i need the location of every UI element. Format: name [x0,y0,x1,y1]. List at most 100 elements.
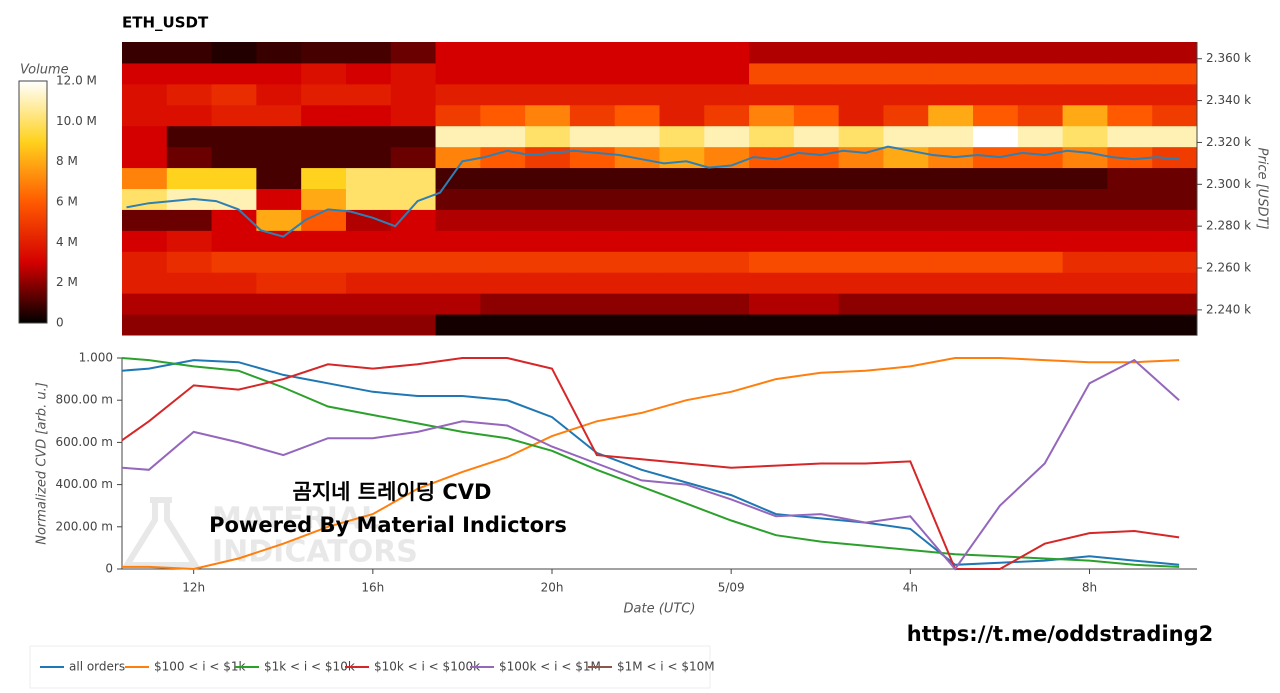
colorbar-tick-label: 6 M [56,195,78,209]
heat-cell [166,62,213,85]
heat-cell [480,42,526,64]
heat-cell [480,209,526,231]
heat-cell [838,314,884,336]
heat-cell [659,125,705,148]
heat-cell [345,62,392,85]
heat-cell [973,167,1019,189]
colorbar-title: Volume [20,63,69,78]
legend-label: $1k < i < $10k [264,660,355,674]
heat-cell [1062,104,1108,127]
heat-cell [211,293,257,315]
heat-cell [122,83,168,106]
heat-cell [569,188,616,210]
y-tick-label: 2.360 k [1206,51,1251,65]
heat-cell [659,272,705,294]
heat-cell [614,62,660,85]
heat-cell [211,125,257,148]
heat-cell [480,272,526,294]
heat-cell [1017,42,1064,64]
heat-cell [704,293,750,315]
heat-cell [659,62,705,85]
heat-cell [883,314,929,336]
heat-cell [614,146,660,169]
heat-cell [928,104,974,127]
x-tick-label: 12h [182,581,205,595]
x-axis-label: Date (UTC) [624,602,696,617]
heat-cell [704,314,750,336]
legend-label: $10k < i < $100k [374,660,480,674]
heat-cell [390,209,437,231]
heat-cell [435,230,481,252]
heat-cell [211,188,257,210]
heat-cell [390,83,437,106]
colorbar-tick-label: 2 M [56,275,78,289]
heat-cell [525,62,571,85]
heat-cell [883,209,929,231]
heat-cell [973,62,1019,85]
heat-cell [525,188,571,210]
heat-cell [793,104,840,127]
legend-label: $100 < i < $1k [154,660,246,674]
heat-cell [211,146,257,169]
heat-cell [122,146,168,169]
heat-cell [1152,272,1198,294]
heat-cell [793,125,840,148]
heat-cell [1017,167,1064,189]
legend-label: $100k < i < $1M [499,660,601,674]
heat-cell [256,272,302,294]
heat-cell [525,167,571,189]
heat-cell [1017,251,1064,273]
heat-cell [614,314,660,336]
heat-cell [704,146,750,169]
annotation: Powered By Material Indictors [209,513,567,537]
heat-cell [256,188,302,210]
y-tick-label: 2.240 k [1206,302,1251,316]
heat-cell [166,209,213,231]
heat-cell [1107,314,1153,336]
heat-cell [1062,83,1108,106]
heat-cell [569,314,616,336]
cvd-line [121,357,1180,568]
heat-cell [390,272,437,294]
colorbar [18,80,48,324]
heat-cell [704,83,750,106]
heat-cell [345,314,392,336]
heat-cell [1062,42,1108,64]
heat-cell [1152,125,1198,148]
heat-cell [256,251,302,273]
heat-cell [1107,272,1153,294]
heat-cell [614,251,660,273]
heat-cell [973,272,1019,294]
heat-cell [1062,272,1108,294]
heat-cell [480,293,526,315]
heat-cell [1152,83,1198,106]
heat-cell [973,251,1019,273]
heat-cell [1152,62,1198,85]
heat-cell [211,62,257,85]
heat-cell [211,230,257,252]
heat-cell [569,83,616,106]
heat-cell [256,293,302,315]
heat-cell [1152,251,1198,273]
heat-cell [883,167,929,189]
heat-cell [435,251,481,273]
heat-cell [883,293,929,315]
heat-cell [928,209,974,231]
price-line [126,145,1180,238]
heat-cell [1152,167,1198,189]
heat-cell [166,42,213,64]
heat-cell [973,42,1019,64]
heat-cell [838,272,884,294]
heat-cell [390,167,437,189]
heat-cell [345,125,392,148]
heat-cell [211,167,257,189]
heat-cell [883,62,929,85]
heat-cell [390,293,437,315]
x-tick-label: 20h [541,581,564,595]
heat-cell [301,314,347,336]
heat-cell [659,209,705,231]
heat-cell [1062,125,1108,148]
heat-cell [345,146,392,169]
heat-cell [793,230,840,252]
heat-cell [166,125,213,148]
